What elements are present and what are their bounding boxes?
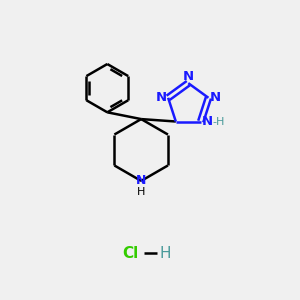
Text: N: N	[202, 115, 213, 128]
Text: N: N	[209, 91, 220, 104]
Text: H: H	[137, 187, 146, 197]
Text: N: N	[136, 174, 146, 188]
Text: H: H	[160, 246, 171, 261]
Text: N: N	[183, 70, 194, 83]
Text: N: N	[156, 91, 167, 104]
Text: Cl: Cl	[123, 246, 139, 261]
Text: -H: -H	[212, 116, 225, 127]
